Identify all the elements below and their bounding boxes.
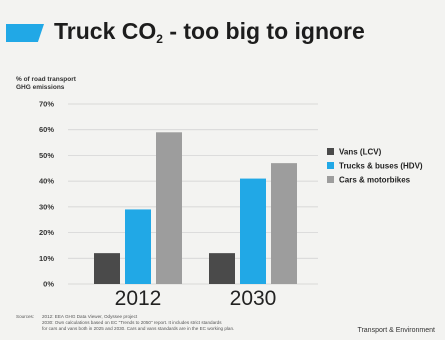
legend-swatch: [327, 148, 334, 155]
sources-line: for cars and vans both in 2025 and 2030.…: [42, 326, 235, 331]
y-tick-label: 60%: [39, 125, 54, 134]
chart-title: Truck CO2 - too big to ignore: [54, 18, 365, 46]
y-axis-label-line: GHG emissions: [16, 84, 65, 91]
title-row: Truck CO2 - too big to ignore: [0, 18, 445, 48]
bar: [271, 163, 297, 284]
y-tick-label: 70%: [39, 100, 54, 109]
sources-label: Sources:: [16, 314, 35, 319]
bar: [94, 253, 120, 284]
y-tick-label: 30%: [39, 202, 54, 211]
legend-swatch: [327, 176, 334, 183]
title-rest: - too big to ignore: [162, 18, 365, 44]
y-tick-label: 40%: [39, 177, 54, 186]
y-tick-label: 10%: [39, 254, 54, 263]
title-subscript: 2: [156, 32, 163, 46]
sources-line: 2012: EEA GHG Data Viewer, Odyssee proje…: [42, 314, 138, 319]
category-label: 2012: [115, 287, 162, 310]
y-tick-label: 20%: [39, 228, 54, 237]
bar: [156, 132, 182, 284]
brand-name: Transport & Environment: [357, 327, 435, 334]
legend-entry: Cars & motorbikes: [339, 176, 411, 185]
y-tick-label: 0%: [43, 280, 54, 289]
bars: [94, 132, 297, 284]
legend-entry: Trucks & buses (HDV): [339, 162, 423, 171]
bar: [125, 209, 151, 284]
legend: Vans (LCV) Trucks & buses (HDV) Cars & mot…: [327, 148, 423, 185]
legend-entry: Vans (LCV): [339, 148, 382, 157]
bar: [209, 253, 235, 284]
title-main: Truck CO: [54, 18, 157, 44]
y-axis-label-line: % of road transport: [16, 76, 77, 83]
category-labels: 2012 2030: [115, 287, 277, 310]
sources-line: 2030: Own calculations based on EC "Tren…: [42, 320, 222, 325]
y-tick-label: 50%: [39, 151, 54, 160]
legend-swatch: [327, 162, 334, 169]
bar: [240, 178, 266, 284]
category-label: 2030: [230, 287, 277, 310]
title-flag-icon: [6, 24, 44, 42]
